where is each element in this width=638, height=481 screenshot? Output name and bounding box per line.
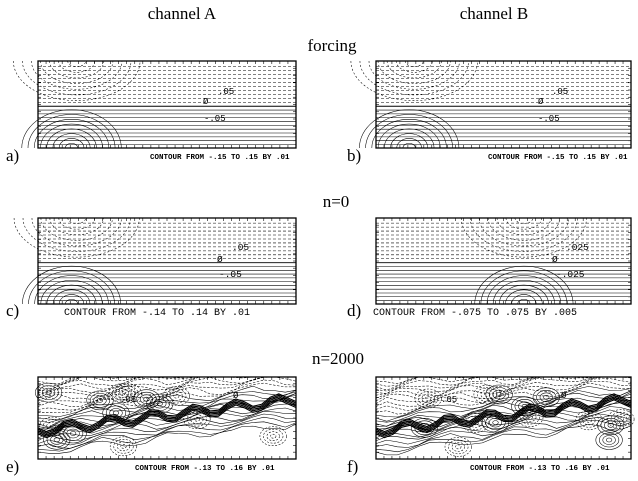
contour-label-zero-f: Ø xyxy=(561,391,567,401)
contour-label-neg-c: -.05 xyxy=(219,269,242,280)
panel-letter-e: e) xyxy=(6,457,19,476)
contour-label-zero-e: Ø xyxy=(233,391,239,401)
contour-caption-b: CONTOUR FROM -.15 TO .15 BY .01 xyxy=(488,154,628,162)
panel-c: c) CONTOUR FROM -.14 TO .14 BY .01 .05 Ø… xyxy=(6,218,296,320)
contour-label-zero-c: Ø xyxy=(217,254,223,265)
contour-label-pos-d: .025 xyxy=(566,242,589,253)
row-title-forcing: forcing xyxy=(307,36,357,55)
contour-label-zero-b: Ø xyxy=(538,97,544,107)
contour-label-pos-a: .05 xyxy=(218,87,234,97)
contour-caption-f: CONTOUR FROM -.13 TO .16 BY .01 xyxy=(470,465,610,473)
panel-a: a) CONTOUR FROM -.15 TO .15 BY .01 .05 Ø… xyxy=(6,61,296,165)
contour-label-neg-b: -.05 xyxy=(538,114,560,124)
contour-label-zero-d: Ø xyxy=(552,254,558,265)
contour-caption-a: CONTOUR FROM -.15 TO .15 BY .01 xyxy=(150,154,290,162)
contour-caption-e: CONTOUR FROM -.13 TO .16 BY .01 xyxy=(135,465,275,473)
contour-plot-a xyxy=(13,61,296,148)
panel-letter-f: f) xyxy=(347,457,358,476)
panel-b: b) CONTOUR FROM -.15 TO .15 BY .01 .05 Ø… xyxy=(347,61,631,165)
panel-e: e) CONTOUR FROM -.13 TO .16 BY .01 .05 Ø xyxy=(6,377,296,476)
panel-d: d) CONTOUR FROM -.075 TO .075 BY .005 .0… xyxy=(347,218,631,320)
contour-label-pos-f: .05 xyxy=(441,395,457,405)
contour-label-neg-a: -.05 xyxy=(204,114,226,124)
contour-label-pos-b: .05 xyxy=(552,87,568,97)
contour-label-pos-e: .05 xyxy=(120,395,136,405)
panel-letter-b: b) xyxy=(347,146,361,165)
contour-label-zero-a: Ø xyxy=(203,97,209,107)
contour-label-neg-d: -.025 xyxy=(556,269,585,280)
column-header-right: channel B xyxy=(460,4,528,23)
row-title-n2000: n=2000 xyxy=(312,349,364,368)
contour-plot-e xyxy=(35,377,296,459)
contour-plot-f xyxy=(376,377,634,459)
panel-letter-a: a) xyxy=(6,146,19,165)
contour-caption-d: CONTOUR FROM -.075 TO .075 BY .005 xyxy=(373,308,577,319)
contour-plot-d xyxy=(376,218,631,304)
contour-caption-c: CONTOUR FROM -.14 TO .14 BY .01 xyxy=(64,308,250,319)
column-header-left: channel A xyxy=(148,4,217,23)
panel-letter-d: d) xyxy=(347,301,361,320)
contour-plot-c xyxy=(14,218,296,304)
contour-label-pos-c: .05 xyxy=(232,242,249,253)
contour-plot-b xyxy=(351,61,631,148)
panel-letter-c: c) xyxy=(6,301,19,320)
panel-f: f) CONTOUR FROM -.13 TO .16 BY .01 .05 Ø xyxy=(347,377,634,476)
row-title-n0: n=0 xyxy=(323,192,350,211)
